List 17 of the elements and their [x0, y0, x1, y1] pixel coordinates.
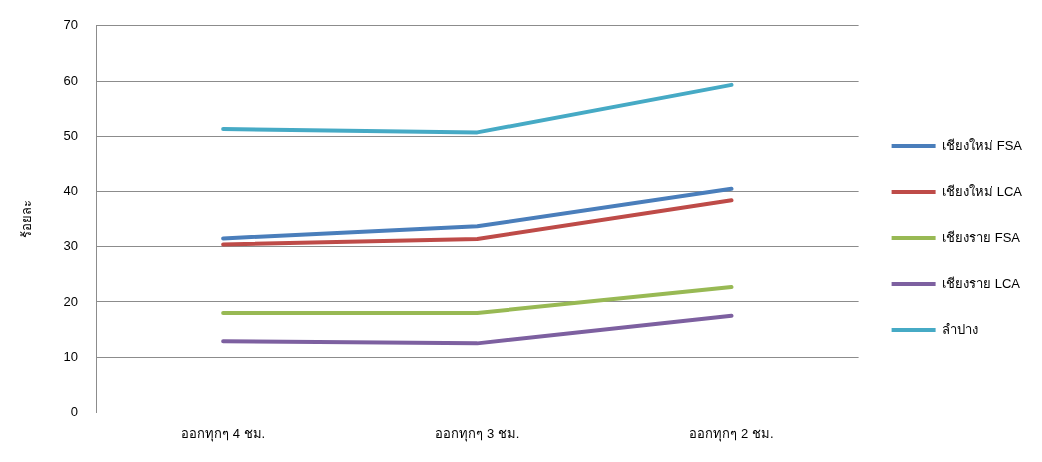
legend-label: เชียงราย FSA	[942, 229, 1021, 245]
y-axis-title: ร้อยละ	[19, 200, 35, 239]
legend-label: ลำปาง	[942, 321, 979, 337]
y-tick-label: 50	[63, 127, 79, 143]
y-tick-label: 10	[63, 348, 79, 364]
y-tick-label: 70	[63, 17, 79, 33]
legend-label: เชียงใหม่ LCA	[942, 183, 1023, 199]
y-tick-label: 0	[70, 403, 79, 419]
x-tick-label: ออกทุกๆ 3 ชม.	[435, 425, 520, 442]
y-tick-label: 40	[63, 183, 79, 199]
legend-label: เชียงราย LCA	[942, 275, 1021, 291]
y-tick-label: 60	[63, 72, 79, 88]
x-tick-label: ออกทุกๆ 4 ชม.	[181, 425, 266, 442]
x-tick-label: ออกทุกๆ 2 ชม.	[689, 425, 774, 442]
legend-label: เชียงใหม่ FSA	[942, 137, 1023, 153]
y-tick-label: 20	[63, 293, 79, 309]
y-tick-label: 30	[63, 238, 79, 254]
